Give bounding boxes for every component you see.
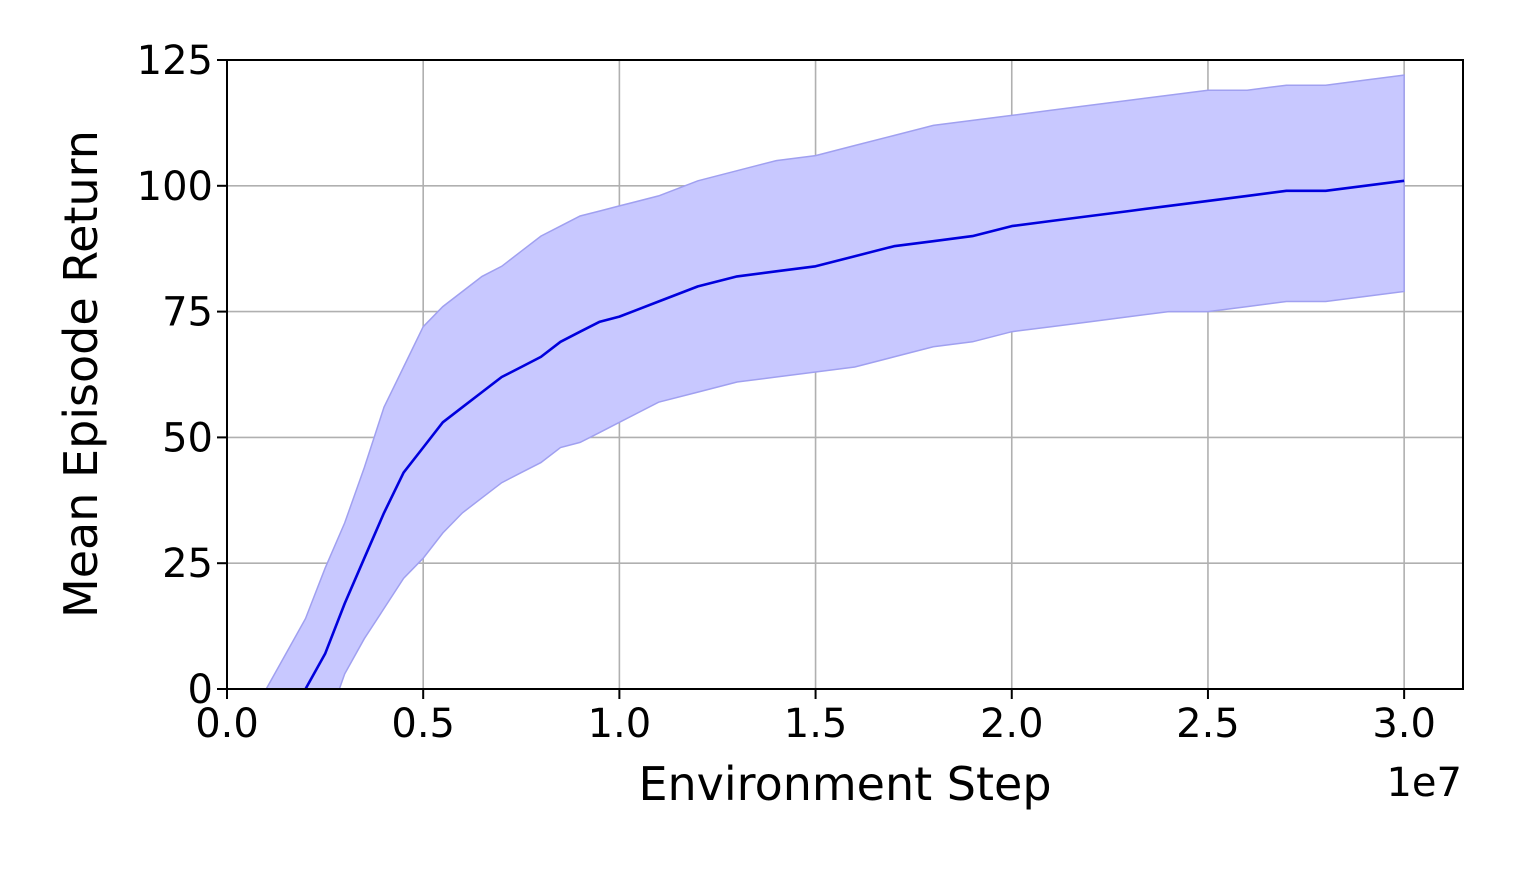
- mean-line: [304, 179, 1405, 689]
- y-axis-label: Mean Episode Return: [54, 130, 108, 618]
- y-tick-label: 125: [137, 38, 213, 84]
- y-tick-label: 75: [162, 290, 213, 336]
- std-band: [265, 74, 1405, 689]
- x-axis-label: Environment Step: [638, 757, 1051, 811]
- x-tick-label: 2.0: [980, 701, 1044, 747]
- y-tick-label: 0: [188, 667, 213, 713]
- x-tick-label: 0.0: [195, 701, 259, 747]
- x-tick-label: 1.5: [784, 701, 848, 747]
- y-tick-label: 25: [162, 541, 213, 587]
- x-tick-label: 0.5: [391, 701, 455, 747]
- x-tick-label: 1.0: [588, 701, 652, 747]
- std-band-area: [265, 74, 1405, 689]
- x-tick-label: 2.5: [1176, 701, 1240, 747]
- x-tick-label: 3.0: [1372, 701, 1436, 747]
- ticks: 0.0 0.5 1.0 1.5 2.0 2.5 3.0 0 25 50 75 100 125: [137, 38, 1436, 747]
- y-tick-label: 100: [137, 164, 213, 210]
- x-axis-offset-label: 1e7: [1386, 760, 1462, 806]
- mean-return-line: [304, 179, 1405, 689]
- plot-frame: [226, 59, 1464, 690]
- y-tick-label: 50: [162, 415, 213, 461]
